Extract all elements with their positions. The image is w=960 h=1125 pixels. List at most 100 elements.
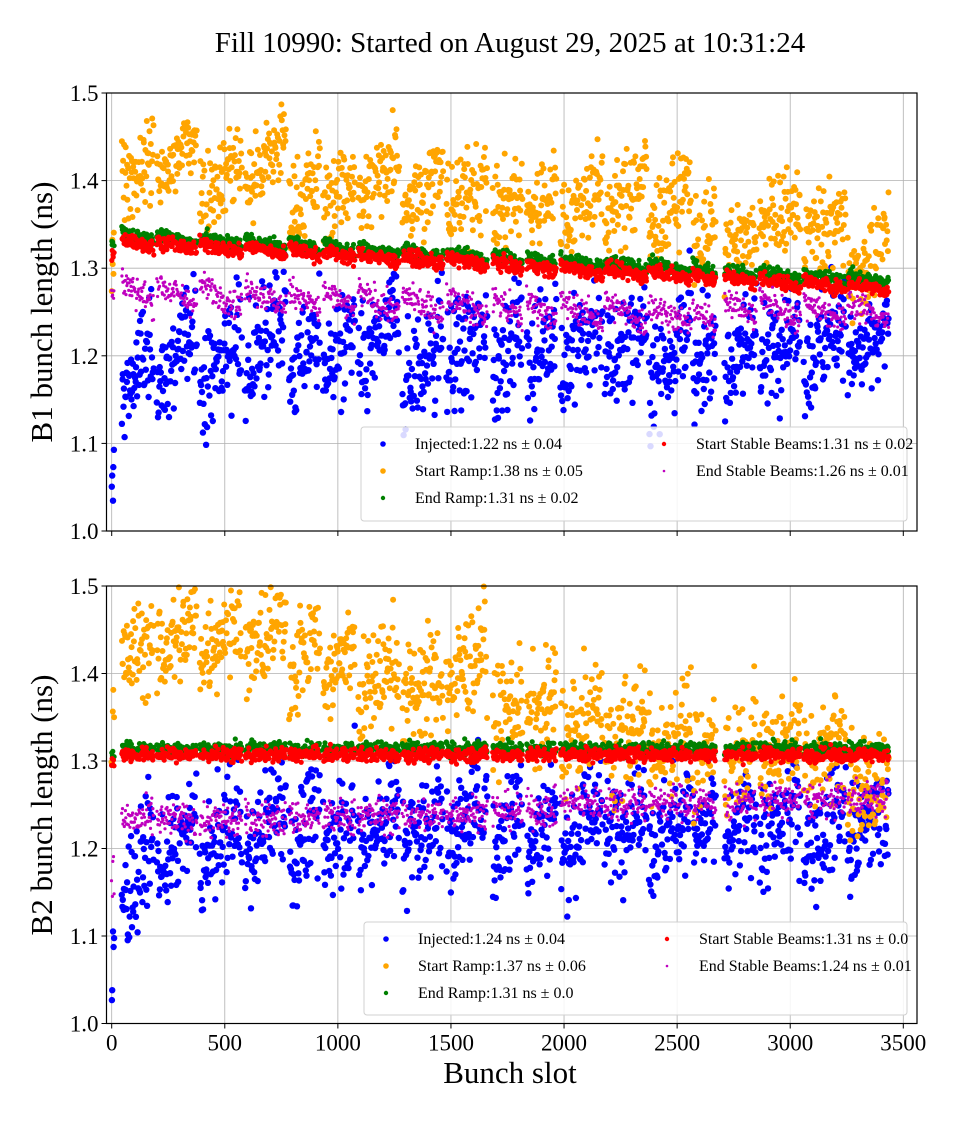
b1-point bbox=[669, 263, 674, 268]
b1-point bbox=[128, 396, 134, 402]
b1-point bbox=[495, 182, 501, 188]
b1-point bbox=[612, 173, 618, 179]
b1-point bbox=[590, 222, 596, 228]
b1-point bbox=[759, 349, 765, 355]
b1-point bbox=[885, 248, 891, 254]
b1-point bbox=[583, 346, 589, 352]
b1-point bbox=[144, 118, 150, 124]
b1-point bbox=[223, 364, 229, 370]
b1-point bbox=[233, 344, 239, 350]
b1-point bbox=[509, 360, 515, 366]
b1-point bbox=[384, 198, 390, 204]
b1-point bbox=[239, 251, 244, 256]
b1-point bbox=[622, 161, 628, 167]
b1-point bbox=[683, 184, 689, 190]
b1-point bbox=[553, 191, 559, 197]
b1-point bbox=[383, 184, 389, 190]
b1-point bbox=[147, 203, 153, 209]
b1-point bbox=[703, 189, 709, 195]
b1-point bbox=[669, 344, 675, 350]
b1-point bbox=[700, 256, 706, 262]
b1-point bbox=[583, 369, 589, 375]
b1-point bbox=[600, 275, 605, 280]
b1-point bbox=[328, 355, 334, 361]
b1-point bbox=[440, 262, 445, 267]
b1-point bbox=[428, 210, 434, 216]
b1-point bbox=[266, 371, 272, 377]
b1-point bbox=[341, 396, 347, 402]
b1-point bbox=[619, 260, 624, 265]
b1-point bbox=[638, 349, 644, 355]
b1-point bbox=[237, 170, 243, 176]
b1-point bbox=[379, 214, 385, 220]
b1-point bbox=[467, 187, 473, 193]
b1-point bbox=[326, 172, 332, 178]
b1-point bbox=[505, 260, 510, 265]
b1-point bbox=[357, 352, 363, 358]
b1-point bbox=[324, 211, 330, 217]
b1-point bbox=[462, 174, 468, 180]
b1-point bbox=[740, 391, 746, 397]
b1-point bbox=[649, 354, 655, 360]
b1-point bbox=[702, 401, 708, 407]
b1-point bbox=[703, 377, 709, 383]
b1-point bbox=[350, 196, 356, 202]
b1-point bbox=[137, 318, 143, 324]
b1-point bbox=[608, 343, 614, 349]
b1-point bbox=[421, 389, 427, 395]
b1-point bbox=[306, 358, 312, 364]
b1-point bbox=[754, 247, 760, 253]
b1-point bbox=[458, 407, 464, 413]
b1-point bbox=[671, 350, 677, 356]
b1-point bbox=[454, 346, 460, 352]
b1-point bbox=[322, 189, 328, 195]
b1-point bbox=[123, 144, 129, 150]
b1-point bbox=[840, 296, 846, 302]
b1-point bbox=[351, 264, 356, 269]
b1-point bbox=[682, 364, 688, 370]
b1-point bbox=[845, 392, 851, 398]
b1-point bbox=[730, 374, 736, 380]
b1-point bbox=[347, 184, 353, 190]
b1-point bbox=[519, 345, 525, 351]
b1-point bbox=[752, 239, 758, 245]
b1-point bbox=[316, 340, 322, 346]
b1-point bbox=[414, 341, 420, 347]
b1-point bbox=[567, 233, 573, 239]
b1-point bbox=[869, 385, 875, 391]
b1-point bbox=[463, 205, 469, 211]
b1-point bbox=[691, 282, 697, 288]
b1-point bbox=[561, 182, 567, 188]
b1-point bbox=[587, 175, 593, 181]
b1-point bbox=[135, 207, 141, 213]
b1-point bbox=[793, 350, 799, 356]
b1-point bbox=[751, 222, 757, 228]
b1-point bbox=[673, 356, 679, 362]
b1-point bbox=[812, 385, 818, 391]
b1-point bbox=[215, 353, 221, 359]
b1-point bbox=[376, 179, 382, 185]
b1-point bbox=[409, 204, 415, 210]
b1-point bbox=[371, 191, 377, 197]
b1-point bbox=[345, 242, 350, 247]
b1-point bbox=[189, 318, 195, 324]
b1-point bbox=[560, 204, 566, 210]
b1-point bbox=[314, 384, 320, 390]
b1-point bbox=[763, 357, 769, 363]
b1-point bbox=[250, 391, 256, 397]
b1-point bbox=[595, 136, 601, 142]
b1-point bbox=[460, 325, 466, 331]
b1-point bbox=[787, 347, 793, 353]
b1-point bbox=[738, 325, 744, 331]
b1-point bbox=[533, 354, 539, 360]
b1-point bbox=[295, 342, 301, 348]
b1-point bbox=[109, 484, 115, 490]
b1-point bbox=[395, 331, 401, 337]
b1-point bbox=[575, 347, 581, 353]
b1-point bbox=[623, 245, 629, 251]
b1-point bbox=[237, 186, 243, 192]
b1-point bbox=[174, 171, 180, 177]
b1-point bbox=[778, 387, 784, 393]
b1-point bbox=[729, 356, 735, 362]
b1-point bbox=[150, 248, 155, 253]
